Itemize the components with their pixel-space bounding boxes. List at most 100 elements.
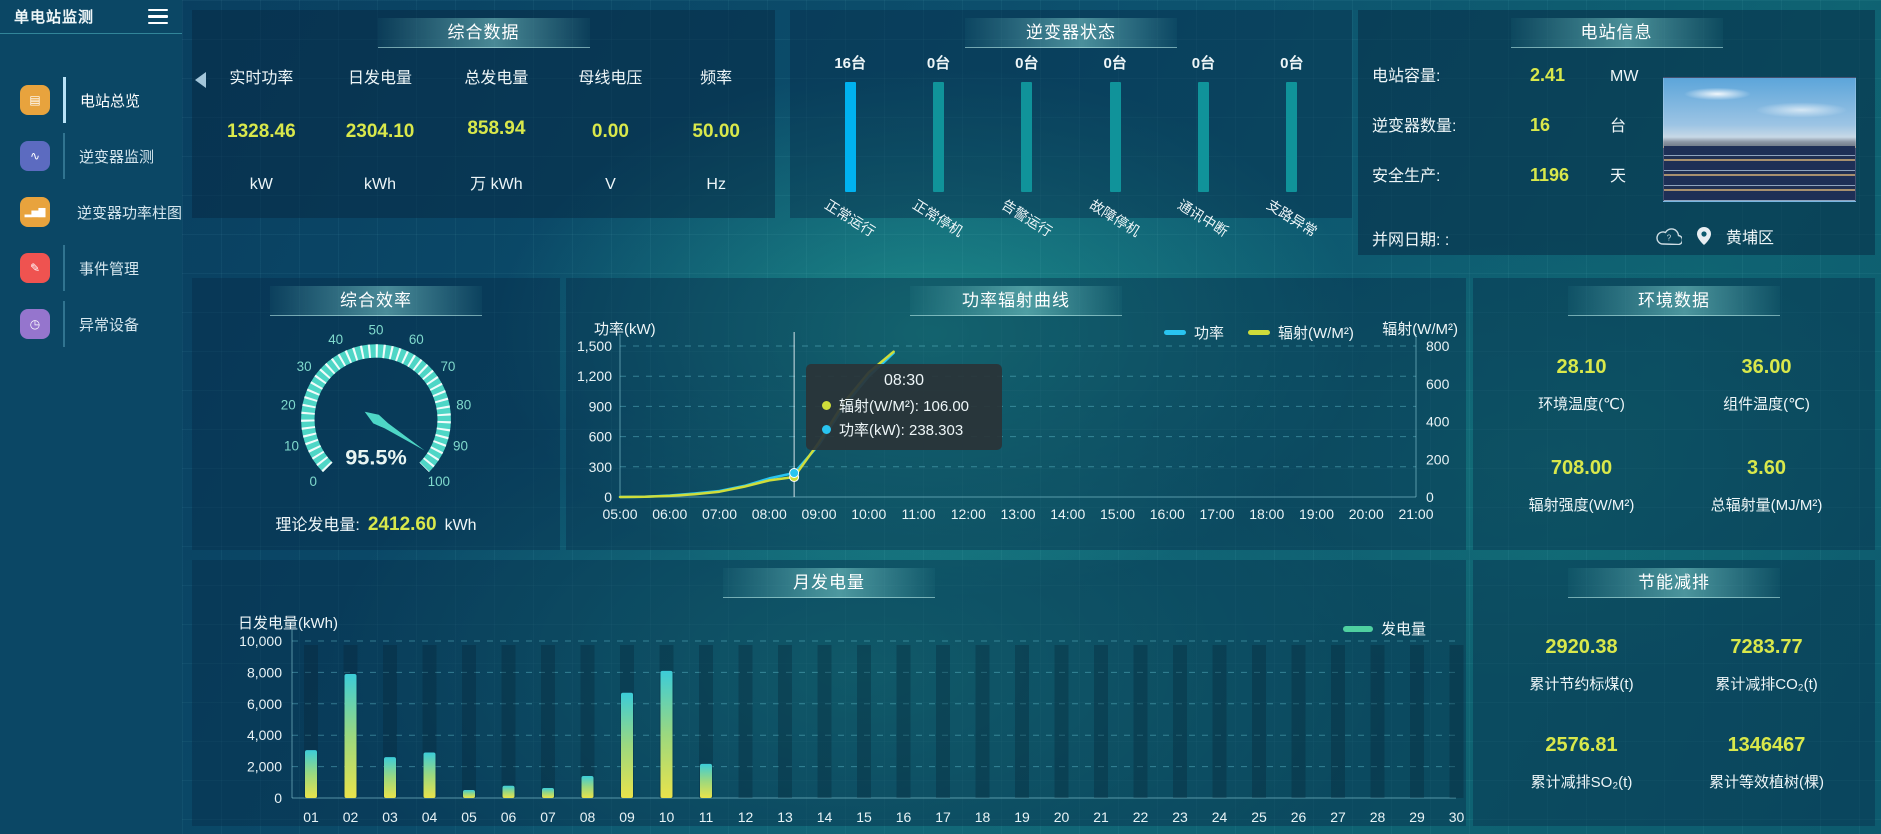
inverter-status-comm-lost: 0台 通讯中断 bbox=[1175, 55, 1232, 240]
svg-text:50: 50 bbox=[369, 324, 384, 337]
svg-text:20: 20 bbox=[281, 397, 296, 412]
legend-radiation[interactable]: 辐射(W/M²) bbox=[1248, 322, 1354, 343]
svg-text:16: 16 bbox=[896, 809, 912, 825]
svg-text:6,000: 6,000 bbox=[247, 696, 282, 712]
svg-text:03: 03 bbox=[382, 809, 398, 825]
svg-text:2,000: 2,000 bbox=[247, 759, 282, 775]
environment-metrics: 28.10 环境温度(℃) 36.00 组件温度(℃) 708.00 辐射强度(… bbox=[1489, 334, 1859, 536]
generation-legend[interactable]: 发电量 bbox=[1342, 618, 1426, 639]
sidebar-item-inverter-power-bars[interactable]: ▂▅▇ 逆变器功率柱图 bbox=[0, 184, 182, 240]
panel-title: 环境数据 bbox=[1568, 286, 1780, 316]
svg-text:29: 29 bbox=[1409, 809, 1425, 825]
svg-text:600: 600 bbox=[1426, 376, 1450, 392]
sidebar-item-abnormal-devices[interactable]: ◷ 异常设备 bbox=[0, 296, 182, 352]
status-bar bbox=[1109, 82, 1121, 192]
svg-text:19:00: 19:00 bbox=[1299, 506, 1334, 522]
sidebar-item-label: 事件管理 bbox=[79, 260, 140, 278]
svg-text:0: 0 bbox=[1426, 489, 1434, 505]
bar-chart-icon: ▂▅▇ bbox=[20, 197, 50, 227]
metric-co2-reduced: 7283.77 累计减排CO₂(t) bbox=[1715, 636, 1818, 693]
panel-environment-data: 环境数据 28.10 环境温度(℃) 36.00 组件温度(℃) 708.00 … bbox=[1473, 278, 1875, 550]
saving-metrics: 2920.38 累计节约标煤(t) 7283.77 累计减排CO₂(t) 257… bbox=[1489, 616, 1859, 812]
svg-text:4,000: 4,000 bbox=[247, 727, 282, 743]
divider bbox=[63, 133, 65, 179]
sidebar-item-inverter-monitor[interactable]: ∿ 逆变器监测 bbox=[0, 128, 182, 184]
svg-text:200: 200 bbox=[1426, 451, 1450, 467]
status-bar bbox=[1286, 82, 1298, 192]
monitor-wave-icon: ∿ bbox=[20, 141, 50, 171]
sidebar-item-label: 逆变器功率柱图 bbox=[77, 204, 183, 222]
sidebar-item-label: 逆变器监测 bbox=[79, 148, 155, 166]
metric-module-temp: 36.00 组件温度(℃) bbox=[1723, 355, 1810, 413]
divider bbox=[63, 301, 65, 347]
station-inverter-count-row: 逆变器数量: 16 台 bbox=[1372, 115, 1627, 135]
svg-text:21: 21 bbox=[1093, 809, 1109, 825]
main-content: 综合数据 实时功率 1328.46 kW 日发电量 2304.10 kWh 总发… bbox=[182, 0, 1881, 834]
svg-text:02: 02 bbox=[343, 809, 359, 825]
metric-daily-generation: 日发电量 2304.10 kWh bbox=[345, 70, 415, 193]
svg-text:800: 800 bbox=[1426, 338, 1450, 354]
sidebar-item-event-management[interactable]: ✎ 事件管理 bbox=[0, 240, 182, 296]
panel-summary-data: 综合数据 实时功率 1328.46 kW 日发电量 2304.10 kWh 总发… bbox=[192, 10, 775, 218]
month-axis-title: 日发电量(kWh) bbox=[238, 615, 338, 632]
svg-text:16:00: 16:00 bbox=[1150, 506, 1185, 522]
svg-text:0: 0 bbox=[604, 489, 612, 505]
svg-text:09:00: 09:00 bbox=[801, 506, 836, 522]
svg-text:14: 14 bbox=[817, 809, 833, 825]
svg-text:20:00: 20:00 bbox=[1349, 506, 1384, 522]
district-label: 黄埔区 bbox=[1726, 230, 1775, 247]
svg-text:10:00: 10:00 bbox=[851, 506, 886, 522]
metric-so2-reduced: 2576.81 累计减排SO₂(t) bbox=[1530, 734, 1633, 791]
svg-text:26: 26 bbox=[1291, 809, 1307, 825]
panel-power-radiation-curve: 功率辐射曲线 功率(kW) 辐射(W/M²) 功率 辐射(W/M²) 0 300 6… bbox=[566, 278, 1466, 550]
panel-title: 月发电量 bbox=[723, 568, 935, 598]
gauge-needle bbox=[364, 411, 425, 451]
summary-metrics: 实时功率 1328.46 kW 日发电量 2304.10 kWh 总发电量 85… bbox=[202, 56, 765, 206]
metric-radiation-intensity: 708.00 辐射强度(W/M²) bbox=[1528, 456, 1635, 514]
svg-text:30: 30 bbox=[1449, 809, 1465, 825]
station-location: ? 黄埔区 bbox=[1656, 224, 1774, 248]
efficiency-gauge-chart[interactable]: 95.5% 0 10 20 30 40 50 60 70 80 90 100 bbox=[251, 324, 501, 510]
panel-efficiency-gauge: 综合效率 95.5% 0 10 20 30 40 50 60 70 80 90 100 理论发电量:… bbox=[192, 278, 560, 550]
svg-text:15:00: 15:00 bbox=[1100, 506, 1135, 522]
svg-text:8,000: 8,000 bbox=[247, 664, 282, 680]
active-indicator bbox=[63, 77, 66, 123]
svg-text:10,000: 10,000 bbox=[239, 633, 282, 649]
svg-text:05: 05 bbox=[461, 809, 477, 825]
location-pin-icon[interactable] bbox=[1697, 227, 1711, 245]
sidebar-item-station-overview[interactable]: ▤ 电站总览 bbox=[0, 72, 182, 128]
metric-bus-voltage: 母线电压 0.00 V bbox=[578, 70, 643, 193]
generation-legend-swatch-icon bbox=[1342, 625, 1373, 632]
svg-text:40: 40 bbox=[328, 332, 343, 347]
svg-text:600: 600 bbox=[589, 429, 613, 445]
svg-text:09: 09 bbox=[619, 809, 635, 825]
station-safe-days-row: 安全生产: 1196 天 bbox=[1372, 165, 1627, 185]
collapse-sidebar-arrow-icon[interactable] bbox=[195, 72, 206, 88]
metric-total-generation: 总发电量 858.94 万 kWh bbox=[464, 70, 529, 193]
grid-connection-date: 并网日期: : bbox=[1372, 232, 1450, 249]
svg-text:10: 10 bbox=[284, 439, 299, 454]
power-dot-icon bbox=[822, 425, 831, 434]
svg-text:19: 19 bbox=[1014, 809, 1030, 825]
clock-icon: ◷ bbox=[20, 309, 50, 339]
svg-text:17: 17 bbox=[935, 809, 951, 825]
monthly-generation-chart[interactable]: 0 2,000 4,000 6,000 8,000 10,000 01 02 03 04 05 06 0… bbox=[192, 560, 1466, 826]
power-radiation-chart[interactable]: 0 300 600 900 1,200 1,500 0 200 400 600 800 05:00 06… bbox=[566, 278, 1466, 550]
inverter-status-fault-stop: 0台 故障停机 bbox=[1087, 55, 1144, 240]
legend-power[interactable]: 功率 bbox=[1164, 322, 1224, 343]
metric-frequency: 频率 50.00 Hz bbox=[692, 70, 740, 193]
sidebar: 单电站监测 ▤ 电站总览 ∿ 逆变器监测 ▂▅▇ 逆变器功率柱图 ✎ bbox=[0, 0, 182, 834]
svg-text:60: 60 bbox=[409, 332, 424, 347]
tooltip-radiation: 辐射(W/M²): 106.00 bbox=[822, 395, 986, 416]
power-legend-swatch-icon bbox=[1164, 330, 1186, 335]
panel-title: 电站信息 bbox=[1510, 18, 1723, 48]
hamburger-menu-icon[interactable] bbox=[148, 5, 168, 29]
svg-text:300: 300 bbox=[589, 459, 613, 475]
svg-text:20: 20 bbox=[1054, 809, 1070, 825]
svg-text:13:00: 13:00 bbox=[1000, 506, 1035, 522]
status-bar bbox=[1197, 82, 1209, 192]
svg-text:90: 90 bbox=[453, 439, 468, 454]
svg-text:14:00: 14:00 bbox=[1050, 506, 1085, 522]
panel-title: 逆变器状态 bbox=[965, 18, 1177, 48]
